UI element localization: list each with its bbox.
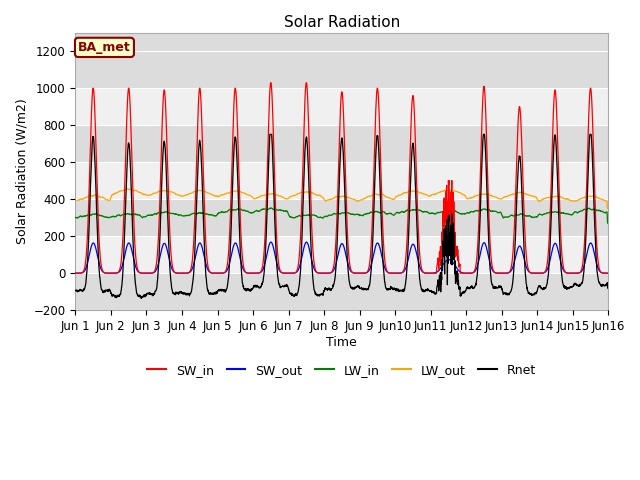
SW_in xyxy=(220,270,228,276)
LW_out xyxy=(604,205,612,211)
LW_out xyxy=(497,196,504,202)
LW_out xyxy=(572,198,580,204)
LW_out xyxy=(72,198,79,204)
LW_in xyxy=(369,210,377,216)
SW_out xyxy=(303,239,310,245)
LW_in xyxy=(220,210,228,216)
Rnet xyxy=(369,230,377,236)
LW_in xyxy=(497,209,504,215)
LW_out xyxy=(604,205,611,211)
Bar xyxy=(76,125,608,162)
SW_in xyxy=(357,270,365,276)
SW_out xyxy=(357,270,365,276)
SW_out xyxy=(604,270,612,276)
Rnet xyxy=(604,286,612,291)
Bar xyxy=(76,236,608,273)
Line: LW_in: LW_in xyxy=(76,208,608,223)
LW_in xyxy=(572,209,580,215)
Rnet xyxy=(72,288,79,293)
SW_out xyxy=(220,270,228,276)
Bar xyxy=(76,88,608,125)
Bar xyxy=(76,199,608,236)
SW_out xyxy=(572,270,580,276)
LW_in xyxy=(604,220,612,226)
LW_out xyxy=(124,186,131,192)
Text: BA_met: BA_met xyxy=(78,41,131,54)
SW_in xyxy=(369,203,377,209)
Rnet xyxy=(358,286,365,292)
Line: Rnet: Rnet xyxy=(76,134,608,299)
SW_in xyxy=(267,80,275,85)
Y-axis label: Solar Radiation (W/m2): Solar Radiation (W/m2) xyxy=(15,98,28,244)
Bar xyxy=(76,162,608,199)
SW_in xyxy=(72,270,79,276)
LW_in xyxy=(604,220,611,226)
Line: SW_in: SW_in xyxy=(76,83,608,273)
Rnet xyxy=(497,283,505,289)
LW_in xyxy=(557,210,565,216)
LW_in xyxy=(268,205,275,211)
Line: SW_out: SW_out xyxy=(76,242,608,273)
Rnet xyxy=(573,282,580,288)
SW_in xyxy=(604,270,612,276)
Title: Solar Radiation: Solar Radiation xyxy=(284,15,400,30)
SW_in xyxy=(572,270,580,276)
SW_in xyxy=(557,245,565,251)
SW_out xyxy=(369,255,377,261)
Line: LW_out: LW_out xyxy=(76,189,608,208)
Rnet xyxy=(220,288,228,294)
SW_out xyxy=(557,262,565,268)
SW_in xyxy=(497,270,504,276)
LW_in xyxy=(72,215,79,220)
X-axis label: Time: Time xyxy=(326,336,357,348)
LW_out xyxy=(357,197,365,203)
SW_out xyxy=(72,270,79,276)
LW_out xyxy=(220,192,228,197)
Rnet xyxy=(138,296,145,301)
Rnet xyxy=(266,132,274,137)
LW_in xyxy=(357,212,365,218)
Rnet xyxy=(558,272,566,277)
Bar xyxy=(76,51,608,88)
SW_out xyxy=(497,270,504,276)
Legend: SW_in, SW_out, LW_in, LW_out, Rnet: SW_in, SW_out, LW_in, LW_out, Rnet xyxy=(143,359,541,382)
LW_out xyxy=(369,192,377,198)
Bar xyxy=(76,273,608,310)
LW_out xyxy=(557,194,565,200)
